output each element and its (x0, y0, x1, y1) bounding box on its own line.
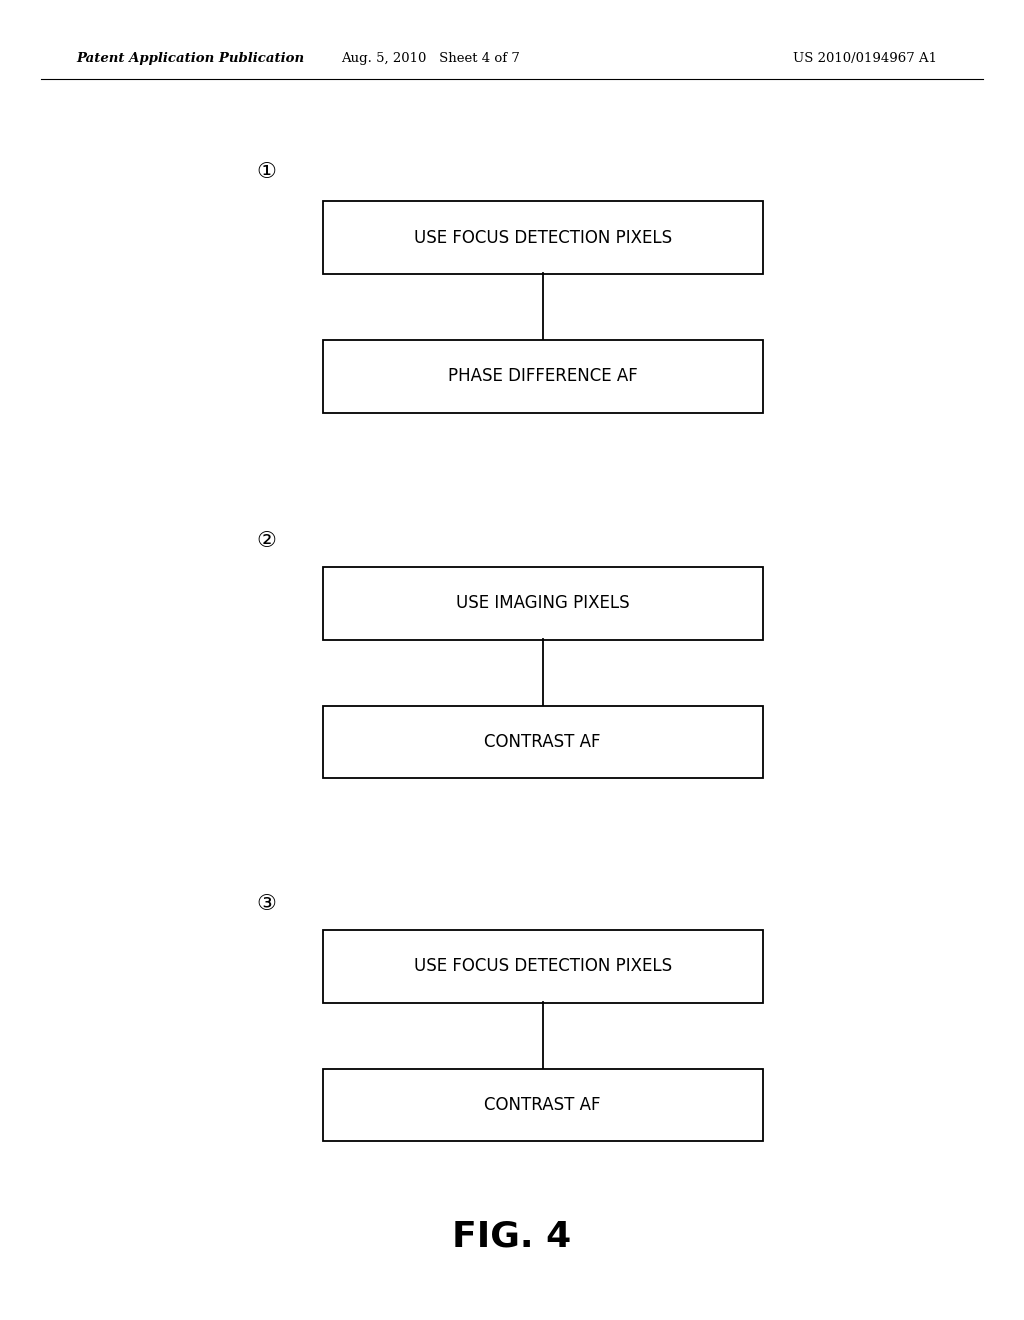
Bar (323, 339, 763, 412)
Text: CONTRAST AF: CONTRAST AF (484, 1096, 601, 1114)
Text: ②: ② (256, 531, 276, 552)
Bar (323, 201, 763, 275)
Text: CONTRAST AF: CONTRAST AF (484, 733, 601, 751)
Text: ①: ① (256, 161, 276, 182)
Bar (323, 929, 763, 1003)
Text: USE IMAGING PIXELS: USE IMAGING PIXELS (456, 594, 630, 612)
Text: FIG. 4: FIG. 4 (453, 1220, 571, 1254)
Text: Patent Application Publication: Patent Application Publication (77, 51, 305, 65)
Text: USE FOCUS DETECTION PIXELS: USE FOCUS DETECTION PIXELS (414, 228, 672, 247)
Text: PHASE DIFFERENCE AF: PHASE DIFFERENCE AF (447, 367, 638, 385)
Bar (323, 1069, 763, 1140)
Text: US 2010/0194967 A1: US 2010/0194967 A1 (794, 51, 937, 65)
Text: USE FOCUS DETECTION PIXELS: USE FOCUS DETECTION PIXELS (414, 957, 672, 975)
Bar (323, 568, 763, 639)
Text: Aug. 5, 2010   Sheet 4 of 7: Aug. 5, 2010 Sheet 4 of 7 (341, 51, 519, 65)
Bar (323, 705, 763, 777)
Text: ③: ③ (256, 894, 276, 915)
